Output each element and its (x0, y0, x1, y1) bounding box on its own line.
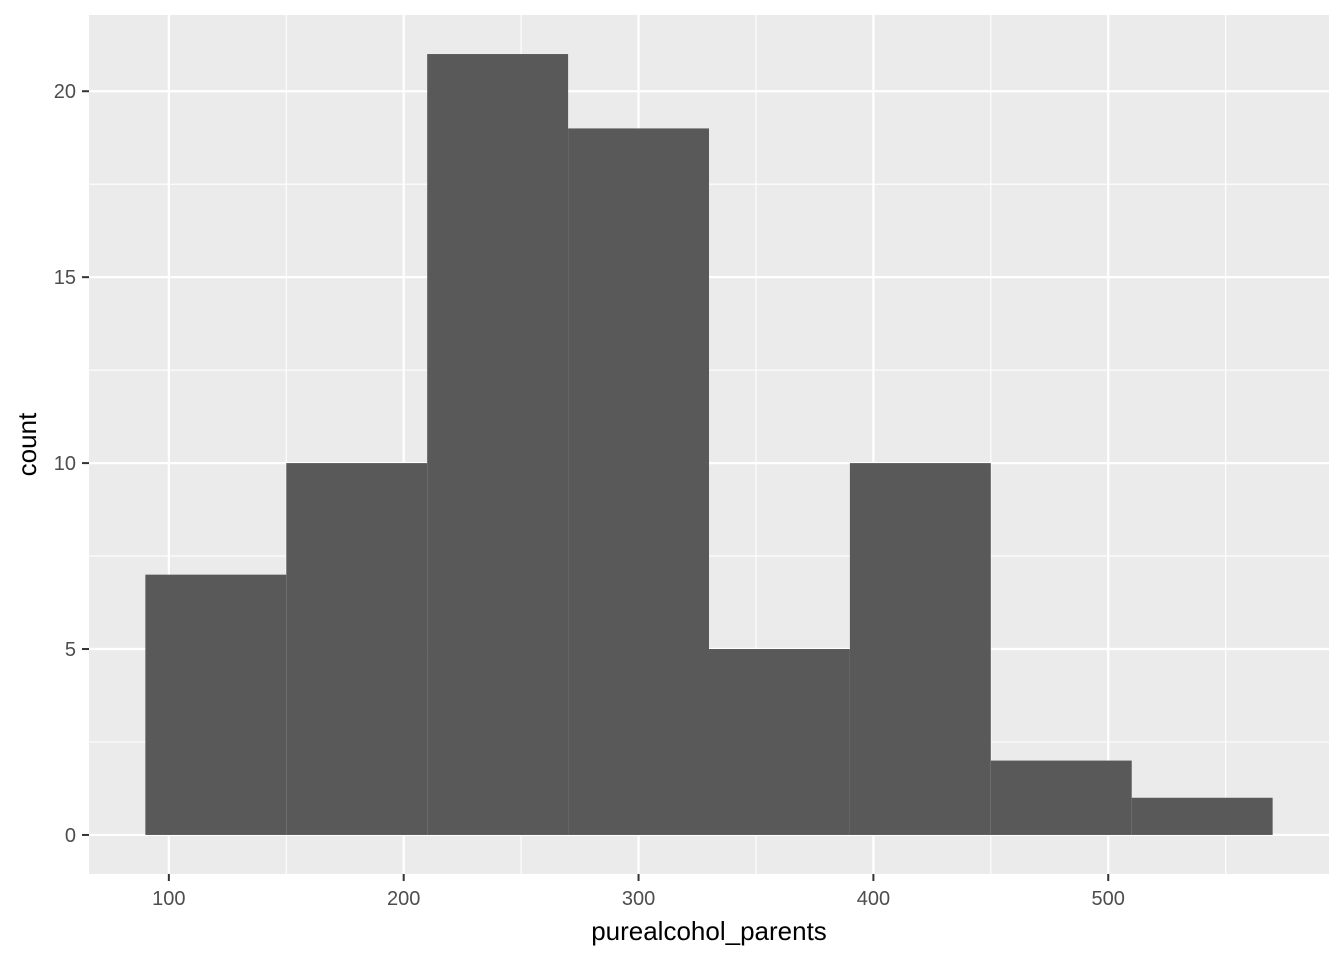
histogram-bar (145, 574, 287, 835)
histogram-bars (145, 54, 1273, 835)
y-tick-label: 0 (65, 825, 76, 847)
x-tick-label: 400 (857, 888, 890, 910)
y-tick-label: 20 (54, 81, 76, 103)
histogram-bar (427, 54, 569, 835)
y-axis-title: count (12, 412, 42, 476)
histogram-bar (568, 128, 709, 835)
y-axis: 0 5 10 15 20 (54, 81, 89, 847)
histogram-bar (990, 760, 1132, 835)
histogram-bar (1131, 797, 1273, 835)
x-tick-label: 300 (622, 888, 655, 910)
x-axis-title: purealcohol_parents (591, 916, 827, 946)
x-tick-label: 500 (1092, 888, 1125, 910)
x-tick-label: 100 (152, 888, 185, 910)
histogram-bar (709, 649, 850, 835)
y-tick-label: 10 (54, 453, 76, 475)
y-tick-label: 15 (54, 267, 76, 289)
histogram-bar (849, 463, 991, 835)
histogram-bar (286, 463, 428, 835)
y-tick-label: 5 (65, 639, 76, 661)
x-axis: 100 200 300 400 500 (152, 874, 1125, 910)
x-tick-label: 200 (387, 888, 420, 910)
